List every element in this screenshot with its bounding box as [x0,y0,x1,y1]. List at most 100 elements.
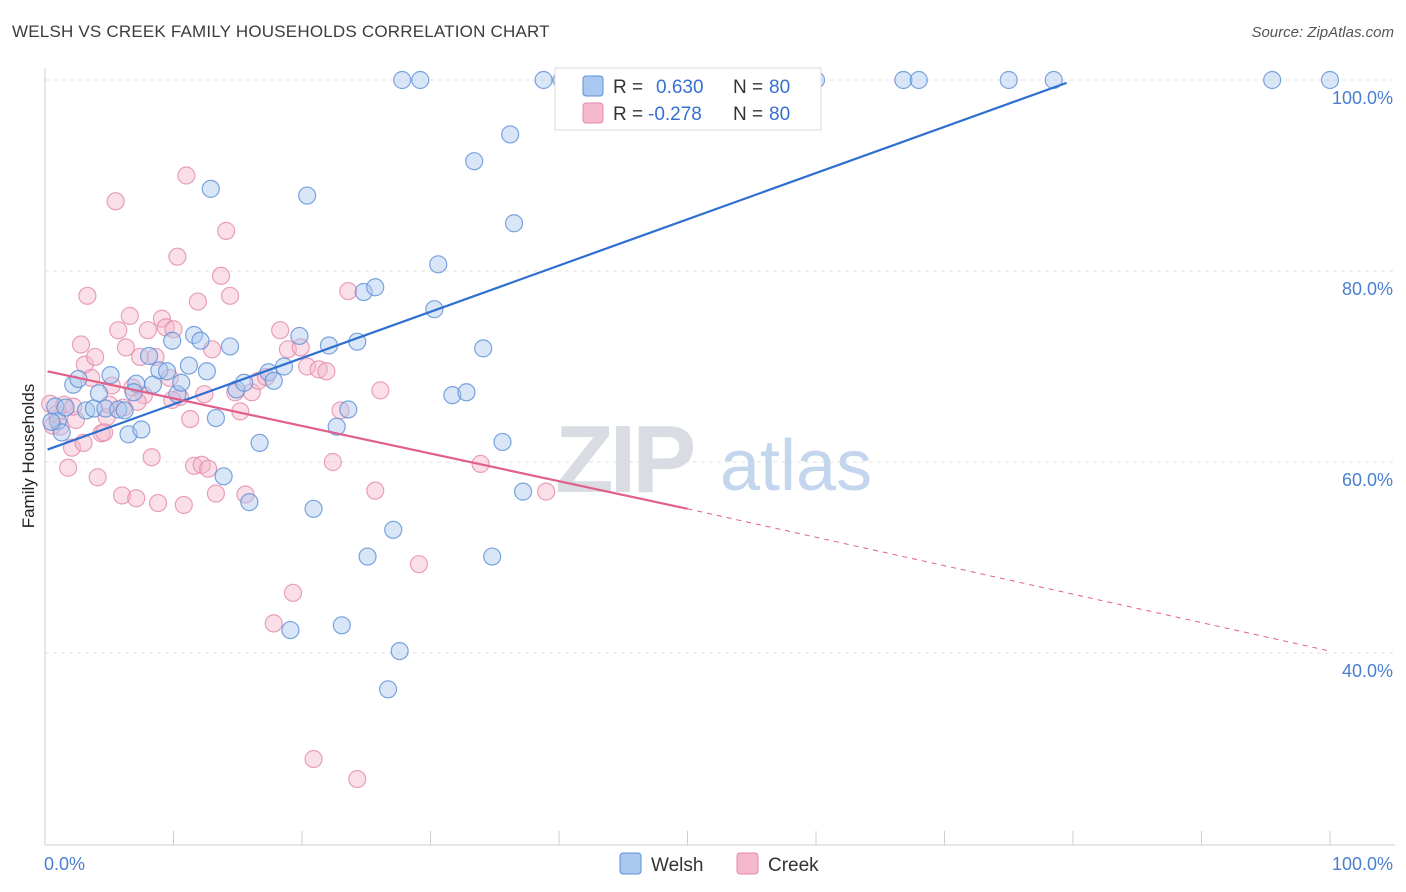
creek-point [184,456,204,475]
creek-point [211,266,231,285]
welsh-point [56,398,75,417]
creek-point [339,281,358,301]
welsh-point [101,365,120,385]
creek-point [78,286,97,305]
welsh-point [220,337,240,356]
legend-welsh-r-label: R = [613,77,643,98]
welsh-point [197,362,217,381]
creek-point [220,286,240,305]
y-tick-label: 60.0% [1342,470,1393,490]
legend-welsh-r-value: 0.630 [656,77,704,98]
welsh-point [474,339,493,358]
legend-creek-n-label: N = [733,104,763,125]
welsh-point [124,383,143,402]
legend-welsh-swatch [582,75,604,97]
creek-trend-extension [687,508,1331,652]
y-tick-label: 80.0% [1342,279,1393,299]
welsh-point [501,125,520,144]
creek-point [86,347,105,367]
x-tick-max: 100.0% [1332,854,1393,874]
welsh-point [264,371,283,390]
welsh-point [390,641,409,661]
creek-point [128,392,147,411]
creek-point [298,357,317,376]
watermark-zip: ZIP [555,406,693,513]
creek-points [41,166,556,789]
welsh-point [304,499,323,518]
creek-point [112,486,132,505]
creek-point [142,448,161,467]
welsh-point [298,186,317,205]
welsh-point [384,520,403,539]
creek-point [138,321,157,340]
creek-point [71,335,91,354]
bottom-legend-creek-label: Creek [768,855,819,876]
creek-point [242,383,261,402]
bottom-legend-creek-swatch [736,852,759,875]
welsh-point [393,70,412,90]
watermark-atlas: atlas [720,426,872,506]
welsh-point [504,214,524,233]
bottom-legend-welsh-swatch [619,852,642,875]
creek-point [409,555,429,574]
welsh-point [163,331,182,350]
welsh-point [1320,70,1340,90]
y-axis-label: Family Households [19,384,38,529]
welsh-point [250,433,269,452]
y-tick-label: 100.0% [1332,88,1393,108]
creek-point [168,247,187,266]
welsh-point [132,420,151,439]
welsh-point [354,282,373,302]
axes [44,68,1395,846]
creek-point [146,347,165,367]
welsh-point [429,255,448,274]
creek-point [106,192,125,211]
welsh-point [89,384,109,403]
welsh-point [358,547,377,566]
welsh-point [206,408,226,428]
legend-creek-r-value: -0.278 [648,104,702,125]
y-tick-labels: 100.0% 80.0% 60.0% 40.0% [1332,88,1393,681]
welsh-point [179,356,199,375]
legend-creek-swatch [582,102,604,124]
trend-lines [47,81,1331,652]
creek-point [206,484,226,503]
creek-point [120,306,139,325]
creek-point [271,321,290,340]
welsh-point [240,493,259,512]
welsh-point [139,346,159,366]
creek-point [348,769,367,789]
creek-point [152,309,172,328]
welsh-point [378,680,398,699]
grid-lines [45,79,1395,654]
creek-trend-line [47,370,688,510]
welsh-point [493,432,512,452]
welsh-point [909,70,928,90]
series-legend: Welsh Creek [619,852,819,876]
welsh-point [332,616,351,635]
welsh-point [109,400,128,419]
welsh-point [150,361,169,380]
welsh-point [157,362,177,381]
welsh-point [201,179,220,198]
creek-point [174,495,193,515]
creek-point [317,362,336,381]
welsh-point [534,70,553,90]
creek-point [88,468,107,487]
creek-point [177,166,196,185]
legend-welsh-n-value: 80 [769,77,790,98]
x-tick-min: 0.0% [44,854,85,874]
welsh-point [214,467,233,486]
welsh-point [290,326,309,346]
welsh-point [457,383,476,402]
creek-point [59,458,78,477]
creek-point [371,381,390,400]
y-tick-label: 40.0% [1342,661,1393,681]
source-credit: Source: ZipAtlas.com [1251,24,1394,41]
welsh-point [483,547,502,566]
welsh-point [411,70,430,90]
creek-point [304,749,323,769]
welsh-point [366,278,385,297]
welsh-point [281,620,300,640]
